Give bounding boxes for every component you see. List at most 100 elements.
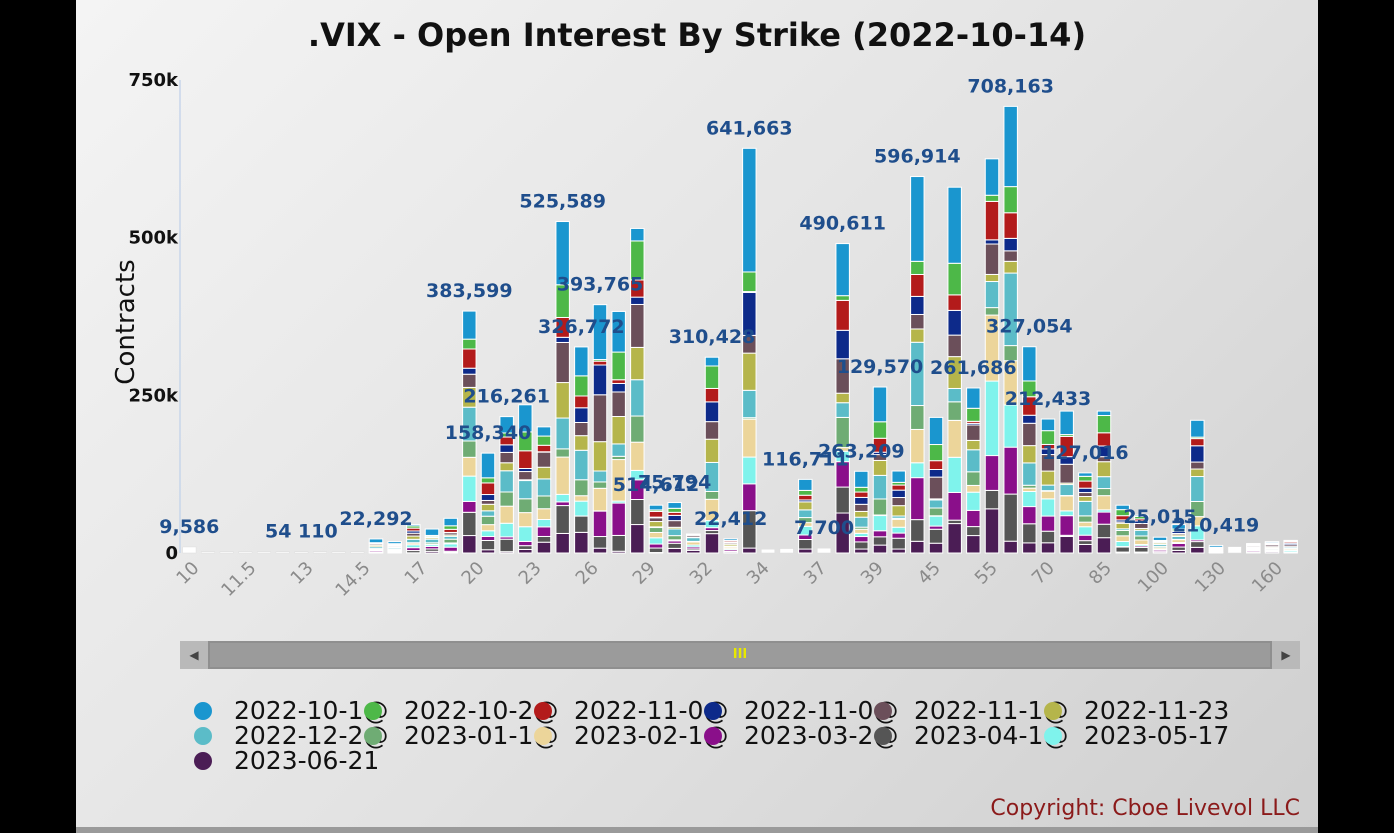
bar-140-seg-9 (1171, 543, 1186, 548)
bar-80-seg-6 (1022, 462, 1037, 486)
legend-dot-icon (364, 727, 382, 745)
bar-27-seg-9 (592, 510, 608, 538)
bar-50-seg-2 (910, 273, 925, 297)
legend-label: 2023-05-17 (1084, 721, 1230, 750)
x-tick-label: 26 (572, 558, 603, 589)
data-label: 9,586 (159, 516, 219, 538)
legend-label: 2023-01-1@ (404, 721, 559, 750)
legend-dot-icon (704, 702, 722, 720)
bar-14 (331, 551, 346, 554)
bar-40-seg-0 (835, 243, 850, 297)
bar-23-seg-11 (518, 526, 533, 542)
bar-27-seg-4 (592, 394, 608, 443)
bar-28-seg-1 (611, 351, 626, 381)
bar-30-seg-2 (648, 510, 664, 518)
bar-32-seg-6 (686, 537, 701, 542)
bar-75-seg-4 (1003, 250, 1018, 262)
chart-scrollbar[interactable]: ◀ III ▶ (180, 641, 1300, 669)
bar-28-seg-9 (611, 502, 626, 536)
bar-100-seg-1 (1096, 415, 1112, 434)
bar-45-seg-1 (872, 421, 888, 439)
bar-26-seg-0 (574, 346, 589, 377)
bar-45-seg-10 (872, 536, 888, 546)
left-arrow-icon[interactable]: ◀ (180, 641, 208, 669)
bar-29-seg-5 (630, 346, 645, 381)
bar-25-seg-6 (555, 417, 570, 450)
bar-30-seg-9 (648, 543, 664, 549)
bar-33-seg-2 (704, 387, 720, 403)
bar-70-seg-4 (984, 243, 1000, 275)
x-tick-label: 160 (1248, 558, 1287, 597)
bar-22-seg-11 (499, 522, 514, 538)
bar-90-seg-9 (1059, 515, 1074, 536)
scrollbar-thumb[interactable]: III (210, 643, 1270, 667)
bar-75-seg-3 (1003, 237, 1018, 252)
bar-42.5-seg-3 (854, 496, 869, 505)
bar-20-seg-0 (462, 310, 477, 340)
bar-45-seg-6 (872, 474, 888, 500)
right-arrow-icon[interactable]: ▶ (1272, 641, 1300, 669)
bar-19-seg-9 (443, 546, 458, 552)
bar-25-seg-4 (555, 341, 570, 384)
bar-13 (294, 551, 309, 554)
data-label: 263,209 (818, 440, 905, 462)
bar-85-seg-8 (1040, 490, 1056, 500)
bar-20-seg-1 (462, 338, 477, 350)
bar-75-seg-5 (1003, 260, 1018, 274)
x-tick-label: 11.5 (217, 558, 260, 601)
legend-dot-icon (194, 702, 212, 720)
x-tick-label: 45 (914, 558, 945, 589)
copyright-text: Copyright: Cboe Livevol LLC (990, 796, 1300, 821)
bar-65-seg-5 (966, 439, 981, 451)
bar-23-seg-9 (518, 540, 533, 547)
bar-28-seg-2 (611, 379, 626, 384)
bar-85-seg-0 (1040, 418, 1056, 432)
bar-21-seg-2 (480, 482, 496, 496)
bar-150-seg-10 (1190, 541, 1205, 548)
bar-26-seg-12 (574, 531, 589, 554)
bar-75-seg-11 (1003, 404, 1018, 448)
data-label: 22,412 (694, 508, 767, 530)
bar-27-seg-12 (592, 547, 608, 554)
bar-70-seg-5 (984, 273, 1000, 283)
data-label: 129,570 (837, 356, 924, 378)
bar-55-seg-11 (928, 515, 944, 527)
bar-42.5-seg-5 (854, 510, 869, 518)
data-label: 708,163 (967, 75, 1054, 97)
bar-30-seg-5 (648, 521, 664, 528)
legend-label: 2022-11-0@ (574, 696, 729, 725)
bar-31-seg-3 (667, 514, 682, 522)
bar-85-seg-5 (1040, 470, 1056, 486)
bar-38-seg-2 (798, 494, 813, 501)
bar-140-seg-0 (1171, 524, 1186, 530)
bar-42.5-seg-10 (854, 541, 869, 550)
bar-26-seg-2 (574, 395, 589, 409)
bar-95-seg-11 (1078, 526, 1093, 536)
bar-45-seg-5 (872, 459, 888, 476)
bar-29-seg-8 (630, 441, 645, 471)
legend-dot-icon (364, 702, 382, 720)
x-tick-label: 85 (1085, 558, 1116, 589)
bar-22-seg-8 (499, 505, 514, 524)
bar-26-seg-6 (574, 449, 589, 481)
bar-21-seg-11 (480, 530, 496, 537)
bar-75-seg-12 (1003, 540, 1018, 554)
bar-35-seg-5 (742, 352, 757, 391)
bar-14.5 (350, 551, 365, 554)
bar-31-seg-7 (667, 535, 682, 541)
x-tick-label: 13 (287, 558, 318, 589)
bar-31-seg-12 (667, 547, 682, 554)
bar-140-seg-10 (1171, 546, 1186, 551)
bar-23-seg-10 (518, 545, 533, 550)
y-tick-label: 0 (165, 543, 178, 564)
bar-12 (257, 551, 271, 554)
bar-40-seg-1 (835, 295, 850, 301)
bar-30-seg-7 (648, 527, 664, 533)
bar-37 (779, 548, 794, 554)
bar-60-seg-2 (947, 294, 962, 311)
bar-150-seg-4 (1190, 461, 1205, 470)
bar-20-seg-11 (462, 475, 477, 502)
data-label: 261,686 (930, 357, 1017, 379)
bar-120-seg-8 (1134, 539, 1149, 545)
bar-23-seg-7 (518, 498, 533, 514)
